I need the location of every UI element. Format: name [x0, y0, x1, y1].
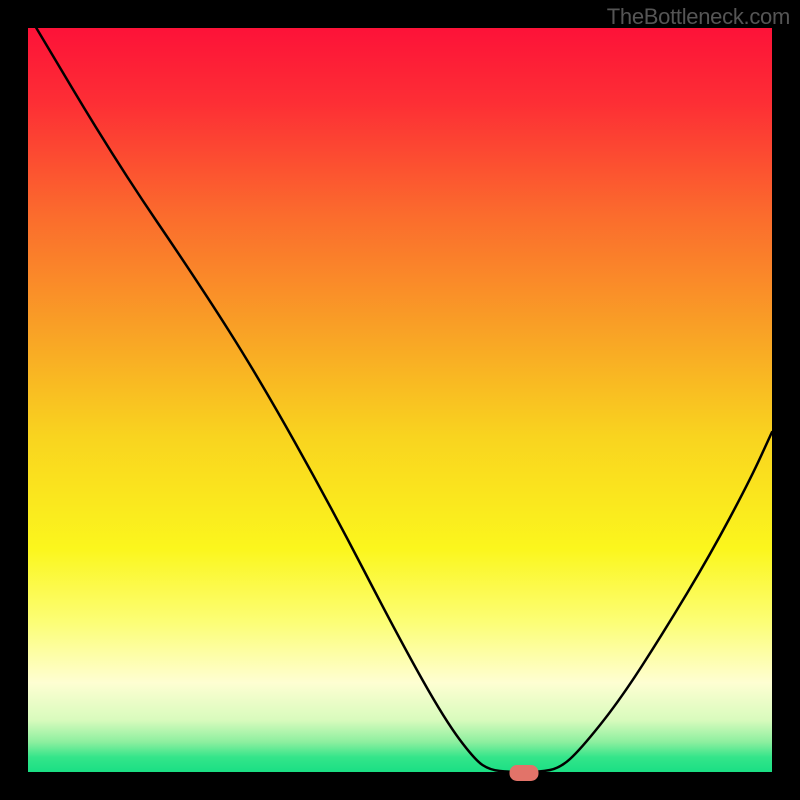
plot-area	[28, 28, 772, 772]
watermark-text: TheBottleneck.com	[607, 4, 790, 30]
optimal-marker	[510, 766, 538, 781]
bottleneck-chart	[0, 0, 800, 800]
chart-container: TheBottleneck.com	[0, 0, 800, 800]
